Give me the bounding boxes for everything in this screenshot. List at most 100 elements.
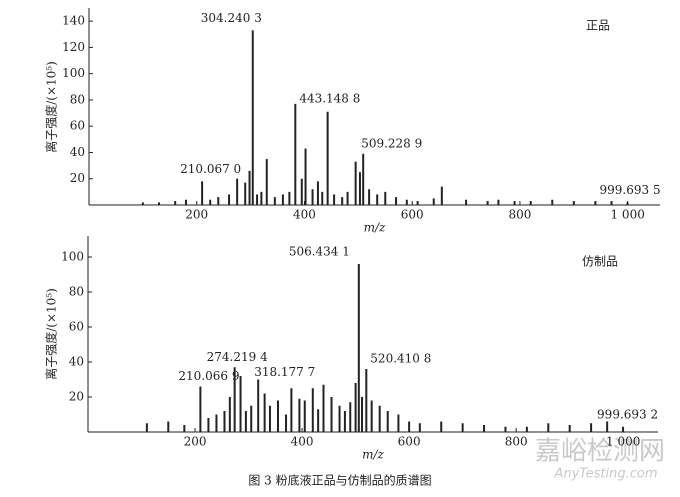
peak bbox=[300, 178, 303, 205]
y-axis-label: 离子强度/(×10⁵) bbox=[44, 61, 59, 153]
peak bbox=[626, 202, 629, 205]
peak bbox=[281, 194, 284, 205]
annotation: 304.240 3 bbox=[201, 11, 262, 25]
peak bbox=[416, 201, 419, 205]
x-tick-label: 200 bbox=[185, 208, 208, 222]
x-tick-label: 400 bbox=[291, 435, 314, 449]
peak bbox=[341, 197, 344, 205]
peak bbox=[167, 421, 170, 432]
peak bbox=[418, 423, 421, 432]
peak bbox=[397, 414, 400, 432]
annotation: 210.067 0 bbox=[180, 162, 241, 176]
peak bbox=[338, 405, 341, 432]
peak bbox=[317, 409, 320, 432]
peak bbox=[349, 402, 352, 432]
peak bbox=[465, 199, 468, 205]
peak bbox=[228, 194, 231, 205]
peak bbox=[357, 264, 360, 432]
y-tick-label: 140 bbox=[62, 14, 85, 28]
peak bbox=[326, 111, 329, 205]
x-axis-label: m/z bbox=[364, 221, 386, 235]
peak bbox=[376, 194, 379, 205]
peak bbox=[361, 397, 364, 432]
peak bbox=[207, 418, 210, 432]
peak bbox=[525, 426, 528, 432]
peak bbox=[386, 411, 389, 432]
peak bbox=[384, 191, 387, 205]
chart-title: 正品 bbox=[586, 19, 610, 33]
peak bbox=[330, 397, 333, 432]
x-tick-label: 1 000 bbox=[610, 208, 644, 222]
peak bbox=[294, 103, 297, 205]
peak bbox=[311, 189, 314, 205]
peak bbox=[333, 194, 336, 205]
peak bbox=[251, 30, 254, 206]
peak bbox=[504, 426, 507, 432]
x-tick-label: 600 bbox=[398, 435, 421, 449]
watermark: 嘉峪检测网 bbox=[535, 437, 665, 467]
peak bbox=[395, 197, 398, 205]
peak bbox=[483, 425, 486, 432]
peak bbox=[183, 425, 186, 432]
peak bbox=[486, 201, 489, 205]
peak bbox=[440, 421, 443, 432]
annotation: 443.148 8 bbox=[299, 91, 360, 105]
peak bbox=[354, 161, 357, 205]
annotation: 509.228 9 bbox=[361, 136, 422, 150]
peak bbox=[354, 383, 357, 432]
peak bbox=[358, 172, 361, 205]
peak bbox=[368, 189, 371, 205]
peak bbox=[529, 201, 532, 205]
y-tick-label: 60 bbox=[70, 119, 85, 133]
y-tick-label: 60 bbox=[69, 320, 84, 334]
annotation: 520.410 8 bbox=[370, 352, 431, 366]
peak bbox=[461, 423, 464, 432]
x-tick-label: 800 bbox=[508, 208, 531, 222]
peak bbox=[311, 388, 314, 432]
peak bbox=[244, 411, 247, 432]
y-tick-label: 100 bbox=[61, 250, 84, 264]
x-tick-label: 200 bbox=[184, 435, 207, 449]
peak bbox=[290, 388, 293, 432]
y-tick-label: 80 bbox=[69, 285, 84, 299]
peak bbox=[248, 170, 251, 205]
y-tick-label: 40 bbox=[69, 355, 84, 369]
peak bbox=[228, 397, 231, 432]
peak bbox=[250, 405, 253, 432]
peak bbox=[257, 379, 260, 432]
peak bbox=[321, 191, 324, 205]
peak bbox=[622, 426, 625, 432]
y-tick-label: 80 bbox=[70, 92, 85, 106]
annotation: 999.693 2 bbox=[597, 407, 658, 421]
x-axis-label: m/z bbox=[362, 448, 384, 462]
peak bbox=[440, 186, 443, 205]
peak bbox=[547, 423, 550, 432]
peak bbox=[572, 201, 575, 205]
x-tick-label: 400 bbox=[293, 208, 316, 222]
peak bbox=[217, 197, 220, 205]
x-tick-label: 800 bbox=[505, 435, 528, 449]
y-axis-label: 离子强度/(×10⁵) bbox=[44, 288, 59, 380]
chart-title: 仿制品 bbox=[582, 255, 618, 269]
peak bbox=[551, 199, 554, 205]
peak bbox=[233, 367, 236, 432]
peak bbox=[273, 197, 276, 205]
x-tick-label: 600 bbox=[401, 208, 424, 222]
peak bbox=[343, 411, 346, 432]
y-tick-label: 40 bbox=[70, 145, 85, 159]
annotation: 210.066 9 bbox=[178, 369, 239, 383]
peak bbox=[378, 405, 381, 432]
watermark: AnyTesting.com bbox=[553, 467, 657, 482]
peak bbox=[288, 191, 291, 205]
peak bbox=[513, 201, 516, 205]
annotation: 318.177 7 bbox=[254, 365, 315, 379]
peak bbox=[346, 191, 349, 205]
y-tick-label: 120 bbox=[62, 40, 85, 54]
peak bbox=[199, 386, 202, 432]
peak bbox=[145, 423, 148, 432]
peak bbox=[201, 181, 204, 205]
peak bbox=[497, 199, 500, 205]
y-tick-label: 20 bbox=[70, 171, 85, 185]
peak bbox=[408, 421, 411, 432]
